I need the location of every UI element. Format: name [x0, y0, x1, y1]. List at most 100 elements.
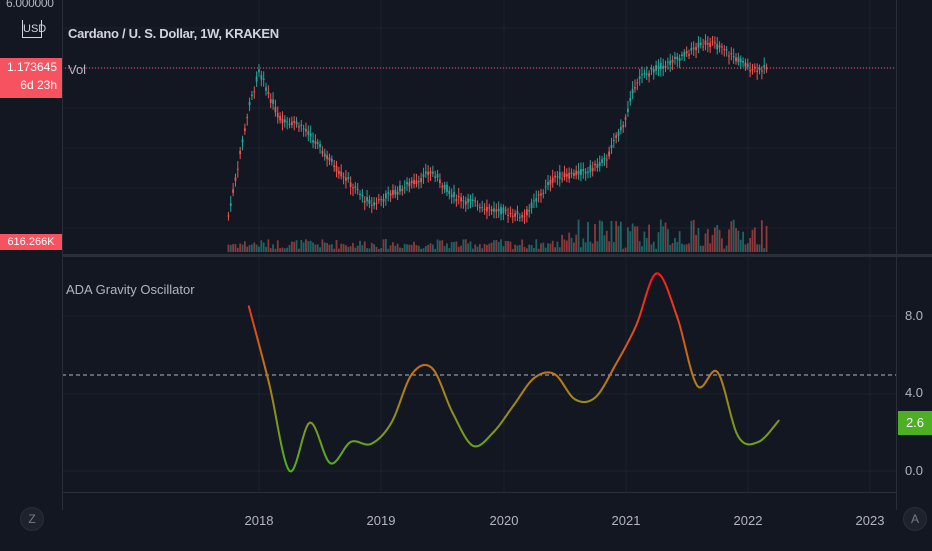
volume-bar [665, 223, 667, 252]
candle-body [728, 56, 730, 57]
candle-body [340, 172, 342, 177]
candlestick-series [228, 34, 768, 224]
candle-body [420, 178, 422, 182]
volume-bar [683, 245, 685, 252]
candle-body [329, 158, 331, 161]
candle-body [683, 52, 685, 56]
volume-bar [425, 246, 427, 252]
candle-body [549, 180, 551, 185]
volume-bar [357, 246, 359, 252]
volume-bar [488, 244, 490, 252]
candle-body [681, 55, 683, 56]
oscillator-segment [269, 384, 271, 391]
volume-bar [702, 246, 704, 252]
auto-scale-button[interactable]: A [903, 507, 927, 531]
candle-body [733, 56, 735, 57]
volume-bar [408, 245, 410, 252]
volume-bar [307, 241, 309, 252]
time-axis[interactable] [62, 492, 896, 551]
oscillator-segment [281, 444, 283, 452]
volume-bar [411, 245, 413, 252]
candle-body [721, 47, 723, 48]
volume-bar [322, 239, 324, 252]
volume-value-tag: 616.266K [0, 234, 62, 250]
candle-body [613, 140, 615, 141]
volume-bar [587, 222, 589, 252]
volume-bar [535, 239, 537, 252]
volume-bar [423, 248, 425, 252]
volume-bar [289, 245, 291, 252]
volume-bar [712, 235, 714, 252]
oscillator-segment [274, 408, 276, 417]
volume-bar [383, 239, 385, 252]
volume-bar [237, 248, 239, 252]
volume-bar [265, 247, 267, 252]
candle-body [296, 122, 298, 125]
candle-body [401, 189, 403, 191]
volume-bar [333, 249, 335, 252]
candle-body [625, 117, 627, 120]
currency-label[interactable]: USD [22, 20, 42, 38]
candle-body [707, 43, 709, 44]
volume-bar [502, 246, 504, 252]
candle-body [634, 87, 636, 88]
candle-body [735, 57, 737, 61]
volume-bar [399, 248, 401, 252]
volume-bar [500, 239, 502, 252]
candle-body [343, 177, 345, 178]
candle-body [267, 92, 269, 94]
volume-bar [554, 247, 556, 252]
volume-bar [364, 241, 366, 252]
candle-body [540, 194, 542, 196]
volume-bar [545, 248, 547, 252]
candle-body [596, 164, 598, 168]
candle-body [289, 124, 291, 125]
candle-body [493, 208, 495, 211]
pane-separator[interactable] [62, 254, 932, 257]
oscillator-title[interactable]: ADA Gravity Oscillator [66, 282, 195, 297]
candle-body [690, 48, 692, 51]
volume-bar [463, 240, 465, 252]
volume-bar [611, 221, 613, 252]
candle-body [693, 48, 695, 49]
candle-body [484, 209, 486, 210]
volume-bar [239, 243, 241, 252]
candle-body [538, 195, 540, 196]
year-2019: 2019 [361, 513, 401, 528]
candle-body [606, 160, 608, 161]
volume-bar [742, 232, 744, 252]
zoom-button[interactable]: Z [20, 507, 44, 531]
candle-body [477, 205, 479, 206]
volume-bar [564, 239, 566, 252]
volume-indicator-label[interactable]: Vol [68, 62, 86, 77]
volume-bar [336, 240, 338, 252]
volume-bar [385, 239, 387, 252]
candle-body [448, 191, 450, 194]
oscillator-segment [726, 396, 728, 403]
volume-bar [686, 244, 688, 252]
volume-bar [568, 233, 570, 252]
oscillator-segment [682, 333, 684, 340]
candle-body [627, 109, 629, 112]
volume-bar [345, 245, 347, 252]
volume-bar [601, 221, 603, 252]
candle-body [359, 194, 361, 195]
candle-body [752, 69, 754, 70]
volume-bar [491, 243, 493, 252]
volume-bar [627, 227, 629, 252]
volume-bar [726, 246, 728, 252]
candle-body [505, 210, 507, 211]
volume-bar [599, 220, 601, 252]
volume-bar [510, 242, 512, 252]
candle-body [561, 179, 563, 180]
candle-body [265, 87, 267, 90]
candle-body [535, 198, 537, 201]
symbol-title[interactable]: Cardano / U. S. Dollar, 1W, KRAKEN [68, 26, 279, 41]
candle-body [270, 99, 272, 103]
candle-body [376, 203, 378, 204]
oscillator-segment [271, 391, 273, 399]
candle-body [303, 128, 305, 129]
volume-bar [557, 242, 559, 252]
volume-bar [305, 239, 307, 252]
